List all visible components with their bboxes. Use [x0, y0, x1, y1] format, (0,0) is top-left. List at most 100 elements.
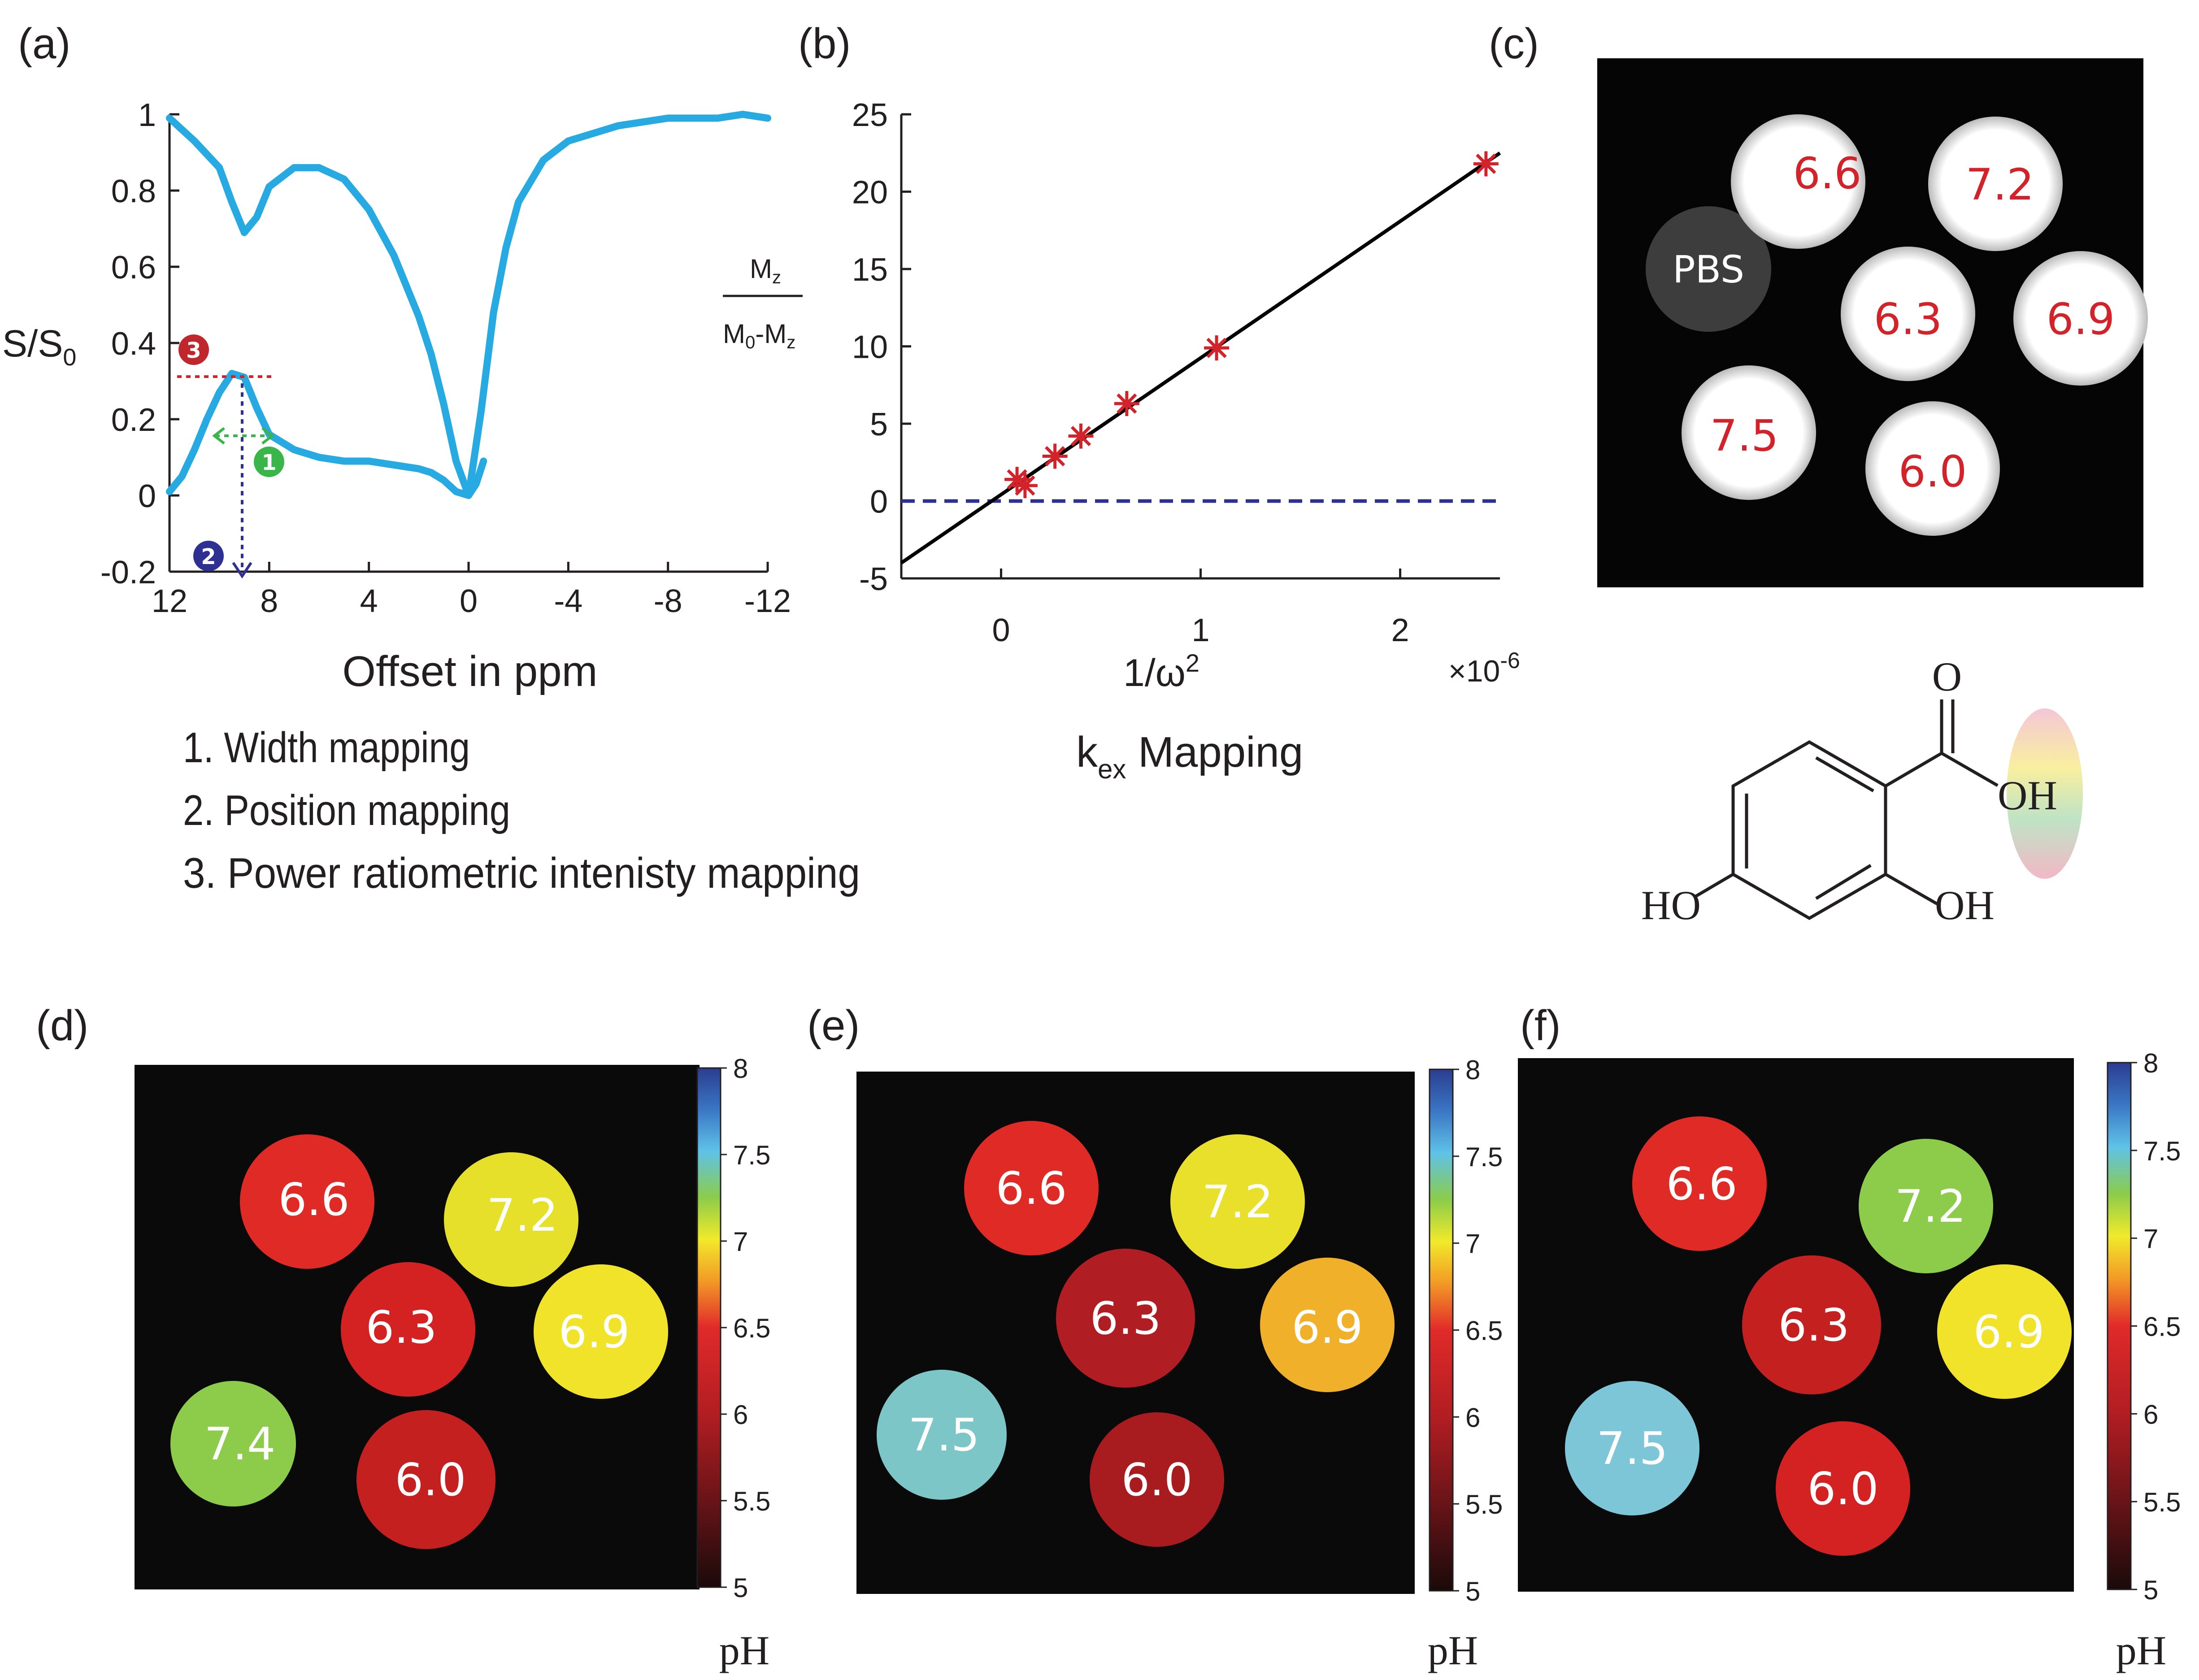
panel-b-data-point	[1012, 473, 1038, 498]
panel-b-xlabel-main: 1/ω	[1123, 651, 1186, 695]
e-spot-7-5	[877, 1370, 1007, 1500]
panel-a-xtick-label: -12	[744, 583, 791, 619]
panel-b-points	[1004, 151, 1499, 498]
acid-highlight	[2007, 708, 2083, 879]
label-pbs: PBS	[1673, 247, 1744, 291]
panel-b-multiplier-sup: -6	[1500, 648, 1520, 673]
colorbar-tick-label: 6	[2143, 1399, 2158, 1429]
e-spot-6-6	[964, 1121, 1099, 1255]
f-label-6-3: 6.3	[1778, 1299, 1849, 1351]
annotation-2-label: 2	[201, 544, 216, 569]
colorbar-tick-label: 5.5	[733, 1486, 770, 1516]
phantom-7-5	[1682, 365, 1816, 500]
colorbar-gradient	[1429, 1068, 1454, 1592]
panel-a-ylabel-sub: 0	[63, 344, 76, 371]
panel-b-ticks: 25 20 15 10 5 0 -5 0 1 2	[852, 97, 1409, 648]
panel-a-ytick-label: 0	[138, 478, 156, 514]
d-spot-6-6	[240, 1134, 374, 1269]
panel-b-ylabel-den-a: M	[723, 319, 745, 349]
panel-a-tag: (a)	[18, 20, 70, 68]
panel-b-ytick-label: 20	[852, 175, 888, 211]
panel-b-xlabel: 1/ω2	[1123, 649, 1199, 695]
panel-e-ph-map: 6.6 7.2 6.3 6.9 7.5 6.0	[856, 1072, 1415, 1594]
d-label-6-0: 6.0	[395, 1454, 466, 1506]
legend-item-width: 1. Width mapping	[183, 724, 470, 772]
colorbar-tick-label: 7.5	[1465, 1142, 1503, 1172]
label-6-6: 6.6	[1793, 148, 1862, 199]
colorbar-tick-label: 5	[1465, 1576, 1480, 1606]
legend-item-ratiometric: 3. Power ratiometric intenisty mapping	[183, 849, 860, 897]
f-label-7-5: 7.5	[1596, 1422, 1668, 1475]
f-label-6-0: 6.0	[1807, 1463, 1878, 1515]
panel-a-xtick-label: -8	[654, 583, 682, 619]
panel-a-xtick-label: 4	[360, 583, 378, 619]
colorbar-f: 8 7.5 7 6.5 6 5.5 5 pH	[2107, 1048, 2181, 1673]
label-6-0: 6.0	[1899, 447, 1967, 497]
f-label-6-9: 6.9	[1973, 1306, 2044, 1358]
e-label-7-2: 7.2	[1202, 1176, 1273, 1228]
panel-a-xtick-label: 12	[152, 583, 187, 619]
panel-a-xlabel: Offset in ppm	[342, 647, 597, 695]
panel-b-caption: kex Mapping	[1076, 728, 1303, 784]
panel-d-ph-map: 6.6 7.2 6.3 6.9 7.4 6.0	[135, 1065, 700, 1589]
phantom-pbs	[1646, 206, 1771, 332]
colorbar-tick-label: 6.5	[1465, 1316, 1503, 1346]
phantom-7-2	[1928, 117, 2063, 251]
d-spot-7-4	[170, 1381, 296, 1506]
f-spot-6-0	[1776, 1421, 1910, 1556]
panel-c-tag: (c)	[1489, 20, 1539, 68]
panel-a-ytick-label: 0.8	[111, 174, 156, 209]
e-label-6-6: 6.6	[995, 1162, 1067, 1215]
panel-a-ylabel-main: S/S	[2, 322, 63, 365]
d-spot-6-9	[534, 1264, 668, 1399]
colorbar-tick-label: 6.5	[2143, 1312, 2181, 1342]
panel-b-ylabel-num-main: M	[750, 254, 772, 284]
label-7-5: 7.5	[1710, 411, 1779, 461]
colorbar-tick-label: 7	[733, 1227, 748, 1257]
d-spot-6-0	[356, 1410, 495, 1549]
f-spot-7-5	[1565, 1381, 1699, 1515]
panel-b-multiplier-main: ×10	[1448, 654, 1500, 688]
panel-a-series	[166, 111, 771, 499]
panel-b-multiplier: ×10-6	[1448, 648, 1520, 688]
d-label-6-3: 6.3	[365, 1301, 437, 1354]
panel-a-ytick-label: 0.4	[111, 326, 156, 362]
panel-b-caption-main: k	[1076, 728, 1098, 776]
label-7-2: 7.2	[1966, 160, 2034, 210]
atom-o-top: O	[1932, 654, 1962, 699]
panel-b-ylabel-denominator: M0-Mz	[723, 319, 795, 352]
panel-b-data-point	[1042, 443, 1068, 469]
panel-b-data-point	[1204, 335, 1230, 360]
d-label-6-6: 6.6	[278, 1173, 349, 1226]
colorbar-tick-label: 7	[1465, 1229, 1480, 1259]
e-spot-6-0	[1090, 1412, 1224, 1547]
e-spot-6-9	[1260, 1258, 1395, 1392]
colorbar-d: 8 7.5 7 6.5 6 5.5 5 pH	[696, 1054, 770, 1673]
panel-b-ylabel-den-b: -M	[755, 319, 787, 349]
atom-oh-right: OH	[1935, 882, 1995, 928]
d-spot-7-2	[444, 1152, 578, 1287]
panel-b-ylabel-den-b-sub: z	[787, 333, 795, 352]
panel-f-tag: (f)	[1520, 1002, 1561, 1050]
legend-item-position: 2. Position mapping	[183, 786, 510, 834]
panel-b-data-point	[1473, 151, 1499, 177]
panel-b-xlabel-sup: 2	[1186, 649, 1199, 677]
d-spot-6-3	[341, 1262, 475, 1397]
e-label-6-9: 6.9	[1291, 1301, 1363, 1354]
annotation-3-marker	[178, 334, 209, 365]
atom-ho-left: HO	[1641, 882, 1701, 928]
annotation-2-marker	[193, 541, 224, 571]
panel-b-ylabel-numerator: Mz	[750, 254, 781, 287]
panel-a-ticks: 10.80.60.40.20-0.212 8 4 0 -4 -8 -12	[100, 97, 791, 619]
colorbar-label: pH	[1428, 1628, 1478, 1673]
e-spot-6-3	[1056, 1249, 1195, 1388]
atom-oh-acid: OH	[1998, 773, 2057, 818]
panel-a-xtick-label: -4	[554, 583, 582, 619]
panel-b-data-point	[1114, 391, 1139, 417]
phantom-6-3	[1841, 247, 1975, 381]
annotation-1-label: 1	[261, 450, 276, 475]
panel-a-xtick-label: 0	[460, 583, 478, 619]
panel-a-series-1-line	[166, 111, 771, 499]
